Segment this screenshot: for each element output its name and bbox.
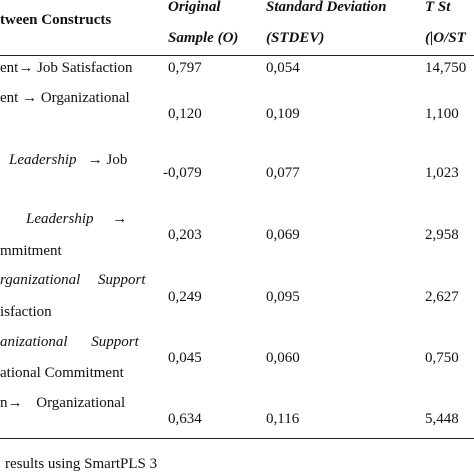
relation-header: tween Constructs xyxy=(0,12,112,28)
stdev-value: 0,077 xyxy=(266,165,300,181)
t-value: 2,627 xyxy=(425,289,459,305)
source-note: results using SmartPLS 3 xyxy=(5,456,158,472)
relation-label: rganizational Support xyxy=(0,272,146,288)
relation-label: ent → Organizational xyxy=(0,90,130,106)
stdev-value: 0,116 xyxy=(266,411,300,427)
original-value: 0,249 xyxy=(168,289,202,305)
relation-label-rest: → Job xyxy=(87,152,128,168)
original-value: 0,797 xyxy=(168,60,202,76)
stdev-value: 0,069 xyxy=(266,227,300,243)
original-value: 0,120 xyxy=(168,106,202,122)
relation-label: anizational Support xyxy=(0,334,139,350)
stdev-value: 0,054 xyxy=(266,60,300,76)
original-value: -0,079 xyxy=(163,165,202,181)
original-header-line2: Sample (O) xyxy=(168,30,239,46)
stdev-header-line1: Standard Deviation xyxy=(266,0,387,15)
relation-label: Leadership → xyxy=(26,212,127,227)
original-value: 0,203 xyxy=(168,227,202,243)
relation-label-line2: mmitment xyxy=(0,243,62,259)
original-value: 0,634 xyxy=(168,411,202,427)
t-header-line1: T St xyxy=(425,0,451,15)
t-header-line2: (|O/ST xyxy=(425,30,466,46)
relation-label-line2: isfaction xyxy=(0,304,52,320)
header-rule xyxy=(0,55,474,56)
original-header-line1: Original xyxy=(168,0,221,15)
relation-label: Leadership → Job xyxy=(9,153,127,168)
relation-label-italic: Leadership xyxy=(26,211,94,227)
relation-label: ent→ Job Satisfaction xyxy=(0,60,133,76)
t-value: 14,750 xyxy=(425,60,467,76)
relation-label-line2: ational Commitment xyxy=(0,365,124,381)
stdev-value: 0,109 xyxy=(266,106,300,122)
stdev-header-line2: (STDEV) xyxy=(266,30,325,46)
stdev-value: 0,060 xyxy=(266,350,300,366)
relation-label-italic: Leadership xyxy=(9,152,77,168)
t-value: 1,100 xyxy=(425,106,459,122)
t-value: 2,958 xyxy=(425,227,459,243)
t-value: 1,023 xyxy=(425,165,459,181)
stdev-value: 0,095 xyxy=(266,289,300,305)
bottom-rule xyxy=(0,438,474,439)
t-value: 0,750 xyxy=(425,350,459,366)
relation-label: n→ Organizational xyxy=(0,395,126,411)
original-value: 0,045 xyxy=(168,350,202,366)
relation-label-rest: → xyxy=(112,211,128,227)
t-value: 5,448 xyxy=(425,411,459,427)
